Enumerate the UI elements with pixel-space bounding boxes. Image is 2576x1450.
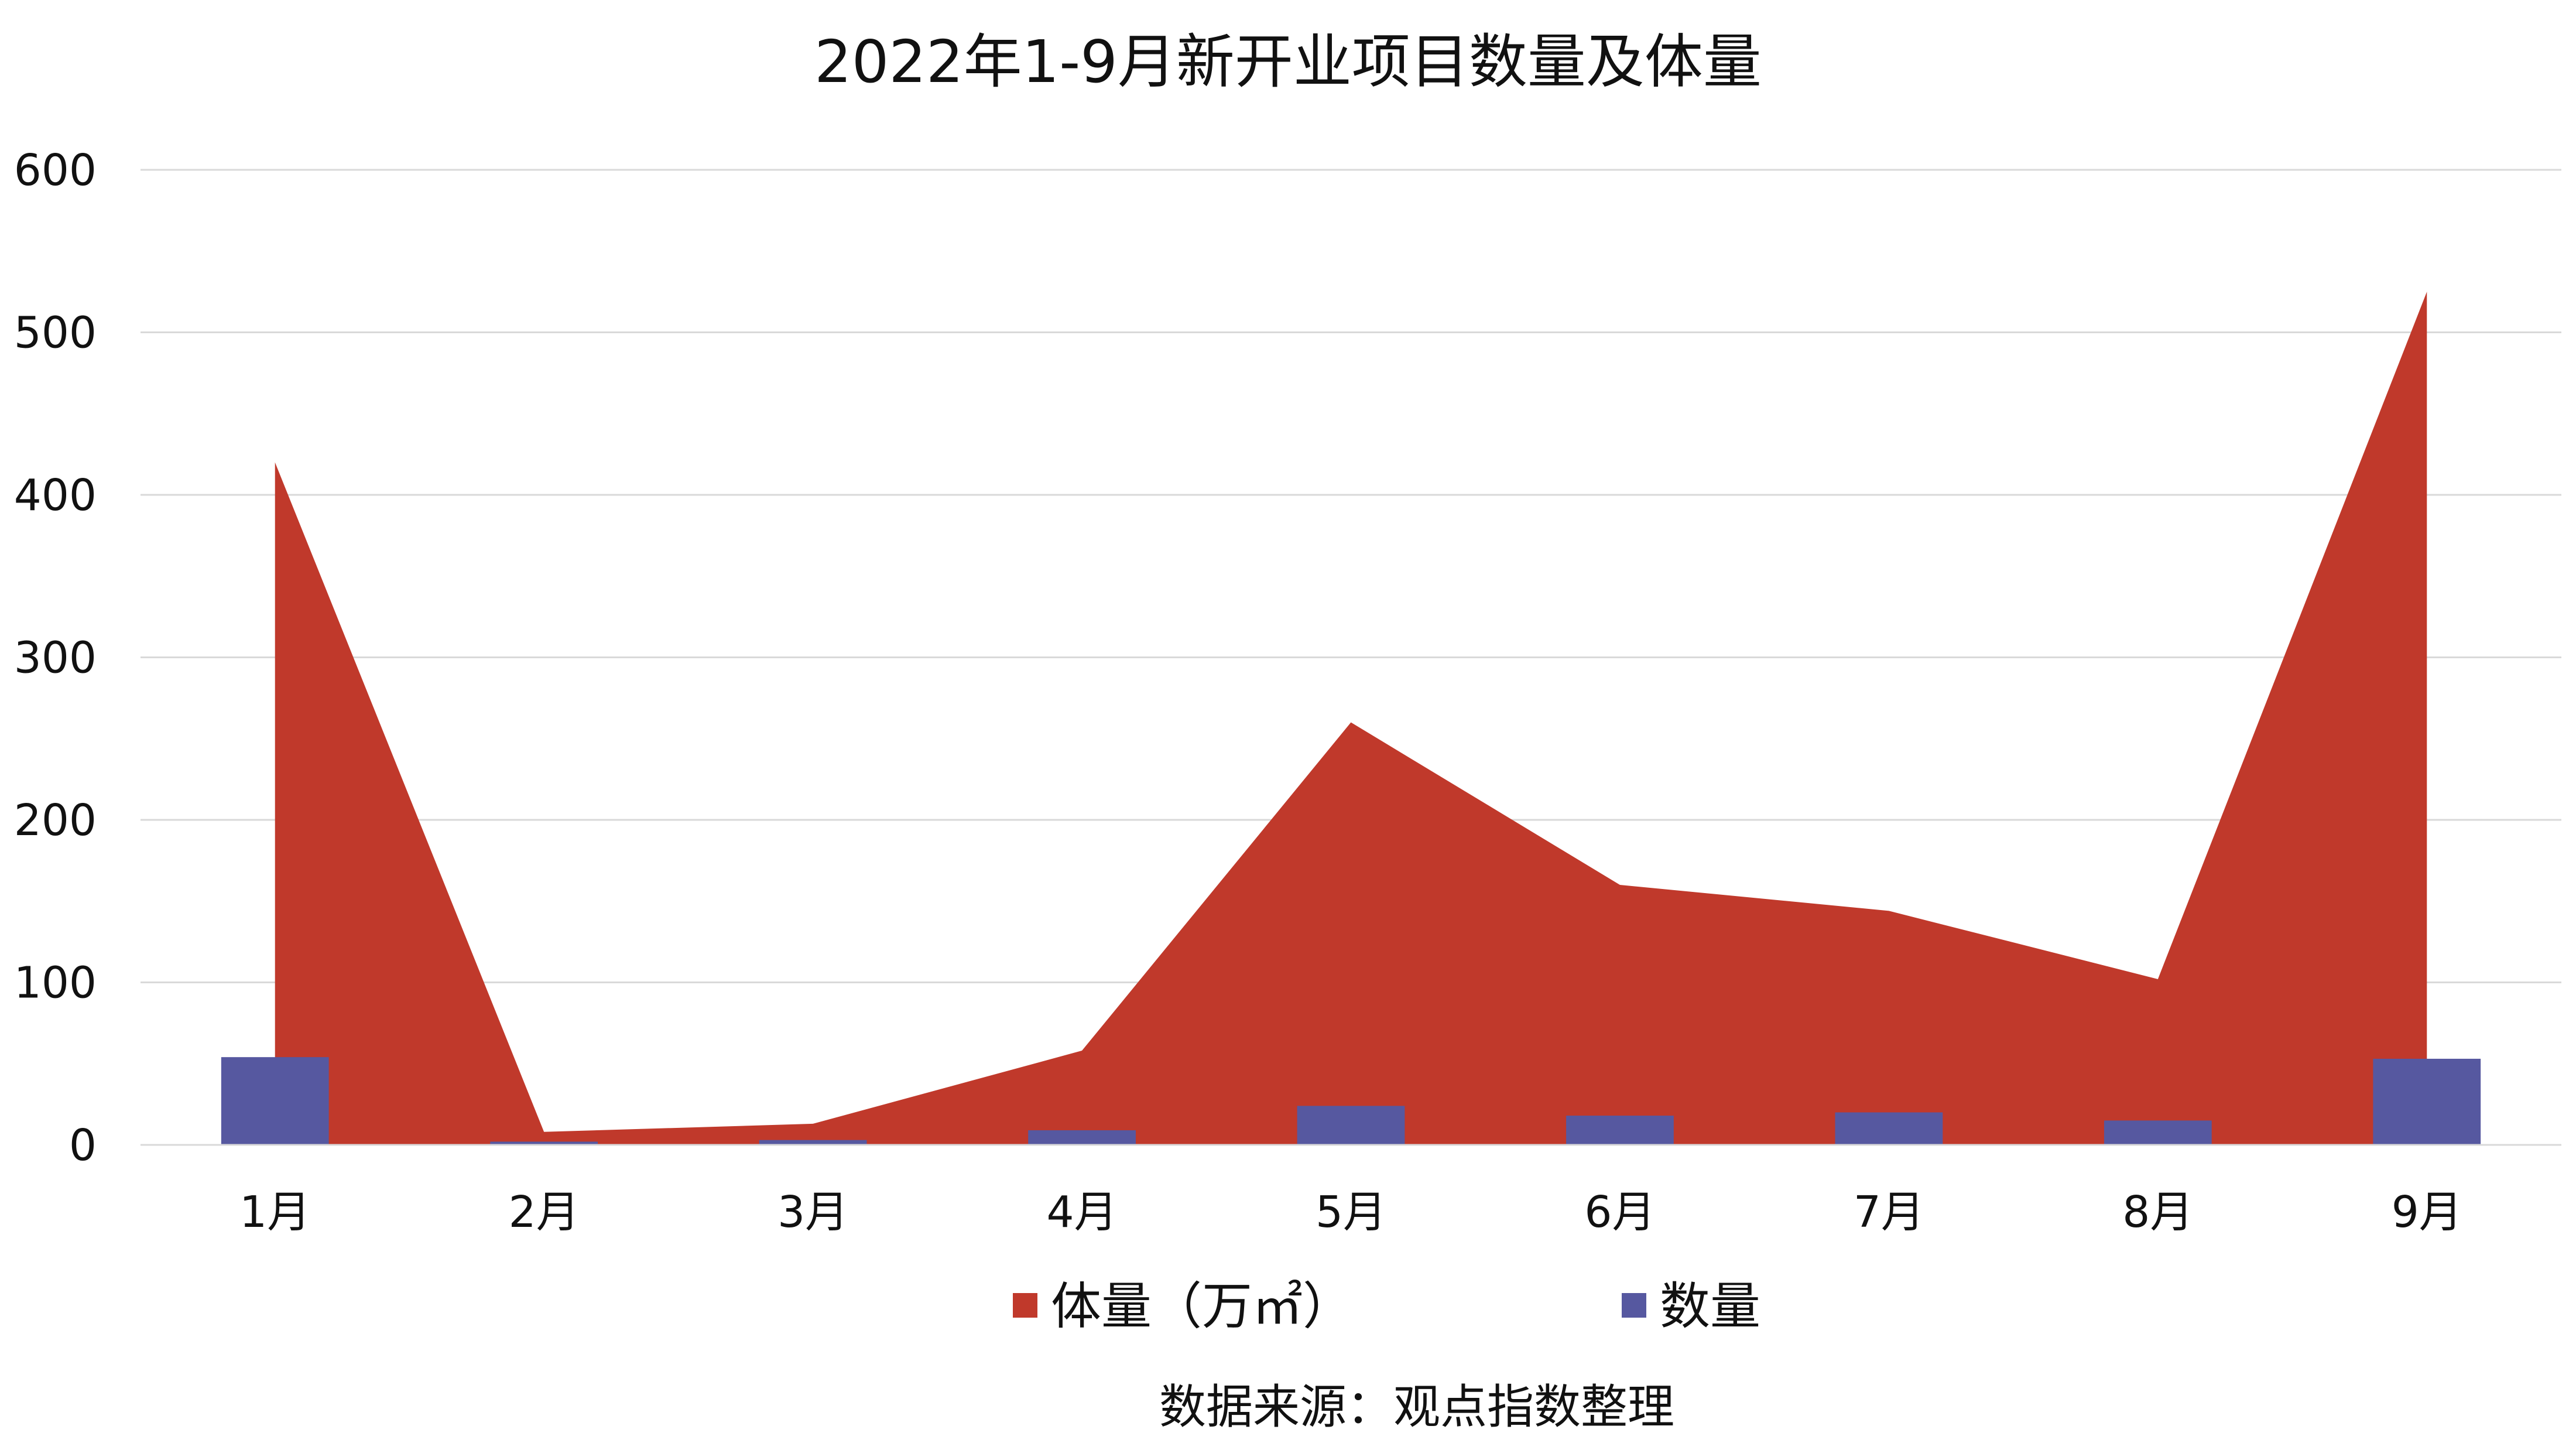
x-tick-label: 7月 (1854, 1187, 1924, 1237)
y-tick-label: 100 (14, 958, 97, 1008)
chart-title: 2022年1-9月新开业项目数量及体量 (814, 28, 1762, 96)
y-tick-label: 600 (14, 145, 97, 196)
y-tick-label: 200 (14, 795, 97, 846)
y-tick-label: 400 (14, 470, 97, 521)
bar-count (2373, 1058, 2481, 1145)
bar-count (221, 1057, 329, 1145)
legend-label: 数量 (1660, 1277, 1760, 1336)
y-tick-label: 300 (14, 633, 97, 683)
bar-count (1297, 1106, 1405, 1145)
legend-swatch (1622, 1293, 1646, 1318)
bar-count (490, 1141, 598, 1145)
source-note: 数据来源：观点指数整理 (1159, 1380, 1674, 1434)
legend: 体量（万㎡） 数量 (1013, 1277, 1760, 1336)
area-series (275, 292, 2427, 1145)
x-axis: 1月 2月 3月 4月 5月 6月 7月 8月 9月 (141, 1144, 2561, 1237)
bar-count (1566, 1116, 1674, 1145)
bar-count (759, 1140, 867, 1145)
legend-swatch (1013, 1293, 1037, 1318)
x-tick-label: 1月 (239, 1187, 310, 1237)
x-tick-label: 2月 (509, 1187, 580, 1237)
y-tick-label: 0 (69, 1120, 97, 1171)
x-tick-label: 5月 (1316, 1187, 1386, 1237)
bar-count (1028, 1130, 1136, 1145)
x-tick-label: 8月 (2122, 1187, 2193, 1237)
legend-label: 体量（万㎡） (1051, 1277, 1353, 1336)
y-tick-label: 500 (14, 308, 97, 358)
x-tick-label: 4月 (1047, 1187, 1118, 1237)
y-axis: 0 100 200 300 400 500 600 (14, 145, 97, 1171)
bar-series (221, 1057, 2481, 1145)
bar-count (1835, 1112, 1943, 1145)
bar-count (2104, 1120, 2212, 1145)
x-tick-label: 3月 (777, 1187, 848, 1237)
x-tick-label: 6月 (1584, 1187, 1655, 1237)
x-tick-label: 9月 (2392, 1187, 2462, 1237)
area-series-volume (275, 292, 2427, 1145)
